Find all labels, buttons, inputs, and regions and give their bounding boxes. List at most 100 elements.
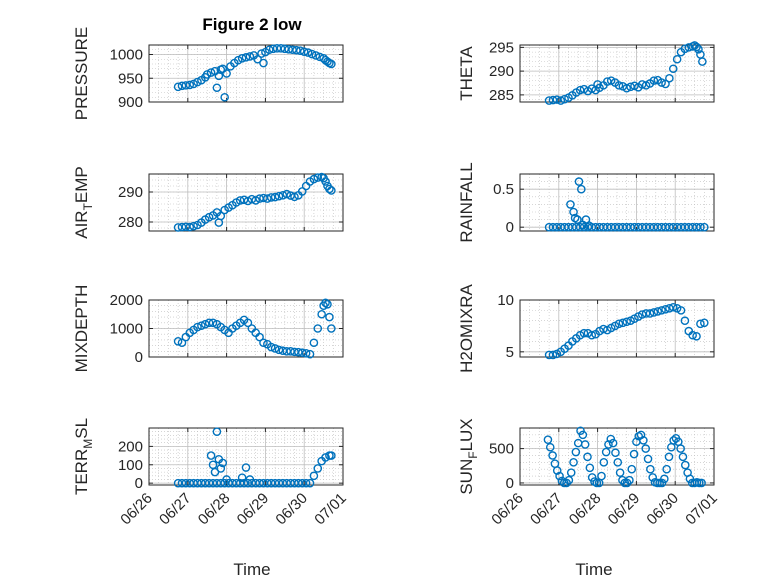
h2omixra-data-point — [614, 319, 624, 329]
terr-msl-data-point — [222, 475, 231, 484]
sun-flux-data-point — [664, 452, 674, 462]
mixdepth-y-tick-label: 0 — [135, 349, 143, 366]
sun-flux-data-point — [629, 449, 639, 459]
theta-y-tick-label: 285 — [489, 87, 514, 104]
pressure-data-point — [245, 52, 255, 61]
mixdepth-data-point — [259, 338, 268, 348]
mixdepth-data-point — [204, 318, 214, 328]
sun-flux-data-point — [552, 466, 562, 475]
x-axis-label-right: Time — [575, 560, 612, 579]
rainfall-data-point — [574, 177, 584, 186]
air-temp-data-point — [290, 192, 299, 202]
pressure-data-point — [296, 46, 305, 56]
h2omixra-data-point — [680, 316, 690, 326]
air-temp-data-point — [189, 221, 198, 231]
mixdepth-data-point — [317, 309, 326, 319]
rainfall-data-point — [569, 207, 578, 217]
pressure-data-point — [299, 47, 309, 56]
mixdepth-data-point — [177, 338, 187, 348]
air-temp-data-point — [282, 189, 292, 199]
terr-msl-data-point — [206, 451, 216, 460]
pressure-y-tick-label: 950 — [118, 70, 143, 87]
theta-data-point — [657, 78, 666, 87]
mixdepth-data-point — [325, 312, 334, 322]
terr-msl-data-point — [241, 463, 251, 472]
terr-msl-data-point — [218, 458, 228, 468]
theta-data-point — [672, 54, 682, 64]
sun-flux-data-point — [566, 468, 576, 477]
theta-data-point — [661, 79, 670, 89]
terr-msl-y-tick-label: 100 — [118, 457, 143, 474]
theta-data-point — [698, 57, 707, 66]
theta-data-point — [649, 76, 659, 85]
sun-flux-data-point — [599, 458, 609, 467]
sun-flux-data-point — [636, 430, 646, 440]
pressure-data-point — [206, 68, 216, 77]
panel-theta: 285 290 295 THETA — [457, 39, 715, 105]
x-axis-label-left: Time — [233, 560, 270, 579]
sun-flux-data-point — [643, 454, 653, 464]
mixdepth-data-point — [321, 298, 330, 308]
mixdepth-data-point — [301, 348, 311, 358]
pressure-y-tick-label: 1000 — [110, 47, 143, 64]
pressure-data-point — [253, 54, 262, 64]
air-temp-y-tick-label: 290 — [118, 184, 143, 201]
h2omixra-data-point — [688, 330, 697, 340]
pressure-y-axis-label: PRESSURE — [72, 27, 91, 121]
air-temp-data-point — [216, 211, 226, 221]
rainfall-data-point — [566, 200, 575, 209]
mixdepth-data-point — [309, 338, 319, 348]
air-temp-data-point — [309, 174, 319, 184]
pressure-data-point — [212, 83, 222, 93]
sun-flux-data-point — [578, 430, 588, 440]
rainfall-data-point — [700, 222, 709, 232]
air-temp-data-point — [185, 222, 195, 232]
mixdepth-data-point — [323, 299, 332, 309]
mixdepth-data-point — [305, 349, 315, 359]
pressure-data-point — [292, 45, 301, 55]
sun-flux-data-point — [604, 440, 613, 449]
pressure-y-tick-label: 900 — [118, 94, 143, 111]
terr-msl-y-tick-label: 0 — [135, 475, 143, 492]
mixdepth-data-point — [270, 344, 280, 353]
h2omixra-data-point — [649, 308, 659, 317]
sun-flux-data-point — [571, 447, 581, 457]
pressure-data-point — [181, 81, 191, 90]
h2omixra-data-point — [653, 307, 663, 316]
sun-flux-data-point — [648, 473, 657, 482]
sun-flux-data-point — [646, 464, 655, 474]
terr-msl-data-point — [327, 451, 336, 460]
panel-mixdepth: 0 1000 2000 MIXDEPTH — [72, 285, 344, 372]
theta-data-point — [622, 83, 632, 93]
sun-flux-data-point — [583, 452, 592, 462]
pressure-data-point — [327, 59, 336, 69]
sun-flux-y-tick-label: 0 — [506, 475, 514, 492]
sun-flux-data-point — [613, 458, 623, 467]
h2omixra-data-point — [661, 305, 670, 314]
theta-data-point — [665, 73, 674, 83]
h2omixra-data-point — [587, 330, 597, 340]
sun-flux-data-point — [569, 458, 578, 467]
sun-flux-data-point — [639, 436, 648, 445]
theta-data-point — [692, 42, 701, 52]
panel-pressure: 900 950 1000 PRESSURE — [72, 27, 344, 121]
mixdepth-data-point — [327, 324, 336, 333]
panel-h2omixra: 5 10 H2OMIXRA — [457, 283, 715, 373]
air-temp-data-point — [270, 192, 280, 202]
terr-msl-data-point — [216, 464, 226, 473]
mixdepth-data-point — [243, 318, 253, 328]
theta-axes-box — [519, 44, 715, 103]
sun-flux-data-point — [543, 435, 553, 444]
h2omixra-y-tick-label: 10 — [497, 292, 514, 309]
h2omixra-data-point — [692, 331, 701, 341]
panel-air-temp: 280 290 AIRTEMP — [72, 166, 344, 239]
pressure-data-point — [311, 51, 321, 60]
h2omixra-data-point — [668, 302, 678, 312]
h2omixra-data-point — [579, 328, 589, 338]
panel-rainfall: 0 0.5 RAINFALL — [457, 162, 715, 243]
h2omixra-data-point — [657, 306, 666, 315]
sun-flux-axes-box — [519, 427, 715, 486]
h2omixra-y-axis-label: H2OMIXRA — [457, 283, 476, 372]
pressure-data-point — [257, 49, 266, 58]
